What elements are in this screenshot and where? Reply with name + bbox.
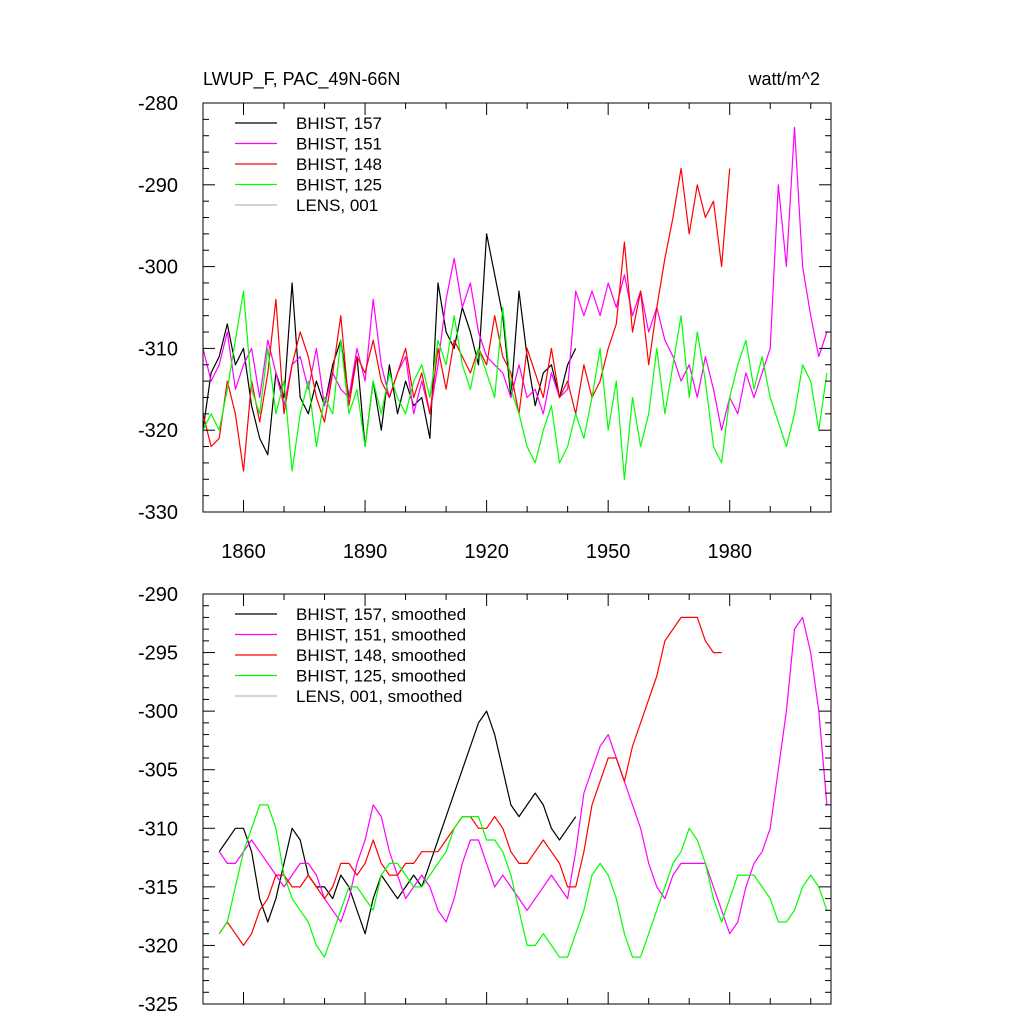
units-label: watt/m^2 bbox=[748, 69, 820, 89]
y-tick-label: -310 bbox=[138, 818, 178, 840]
legend-label: BHIST, 157, smoothed bbox=[296, 605, 466, 624]
x-tick-label: 1890 bbox=[343, 541, 388, 563]
legend-label: BHIST, 125 bbox=[296, 176, 382, 195]
legend-label: BHIST, 148 bbox=[296, 155, 382, 174]
y-tick-label: -290 bbox=[138, 175, 178, 197]
y-tick-label: -295 bbox=[138, 643, 178, 665]
bottom-panel: -325 -320 -315 -310 -305 -300 -295 -290 BHIST, 1… bbox=[138, 584, 832, 1016]
series-line-0-0 bbox=[202, 233, 577, 456]
series-line-1-1 bbox=[218, 616, 828, 935]
y-tick-label: -325 bbox=[138, 994, 178, 1016]
legend-label: LENS, 001, smoothed bbox=[296, 687, 462, 706]
legend-label: BHIST, 157 bbox=[296, 114, 382, 133]
legend-label: BHIST, 151, smoothed bbox=[296, 626, 466, 645]
y-tick-label: -300 bbox=[138, 257, 178, 279]
series-line-1-2 bbox=[218, 616, 722, 947]
top-panel: -330 -320 -310 -300 -290 -280 1860 1890 1920 1950… bbox=[138, 93, 832, 563]
plot-frame bbox=[202, 593, 832, 1005]
y-tick-label: -320 bbox=[138, 935, 178, 957]
legend-label: LENS, 001 bbox=[296, 196, 378, 215]
series-line-0-3 bbox=[202, 290, 828, 480]
y-tick-label: -320 bbox=[138, 420, 178, 442]
legend-label: BHIST, 125, smoothed bbox=[296, 667, 466, 686]
y-tick-label: -290 bbox=[138, 584, 178, 606]
x-tick-label: 1920 bbox=[464, 541, 509, 563]
y-tick-label: -315 bbox=[138, 877, 178, 899]
legend-label: BHIST, 148, smoothed bbox=[296, 646, 466, 665]
y-tick-label: -330 bbox=[138, 502, 178, 524]
y-tick-label: -280 bbox=[138, 93, 178, 115]
series-line-1-3 bbox=[218, 804, 828, 958]
series-line-0-1 bbox=[202, 126, 828, 431]
plot-frame bbox=[202, 102, 832, 513]
x-tick-label: 1980 bbox=[707, 541, 752, 563]
y-tick-label: -310 bbox=[138, 338, 178, 360]
x-tick-label: 1950 bbox=[586, 541, 631, 563]
x-tick-label: 1860 bbox=[221, 541, 266, 563]
plot-title: LWUP_F, PAC_49N-66N bbox=[203, 69, 400, 90]
legend-label: BHIST, 151 bbox=[296, 135, 382, 154]
y-tick-label: -305 bbox=[138, 760, 178, 782]
series-line-1-0 bbox=[218, 710, 577, 935]
y-tick-label: -300 bbox=[138, 701, 178, 723]
series-line-0-2 bbox=[202, 167, 731, 472]
